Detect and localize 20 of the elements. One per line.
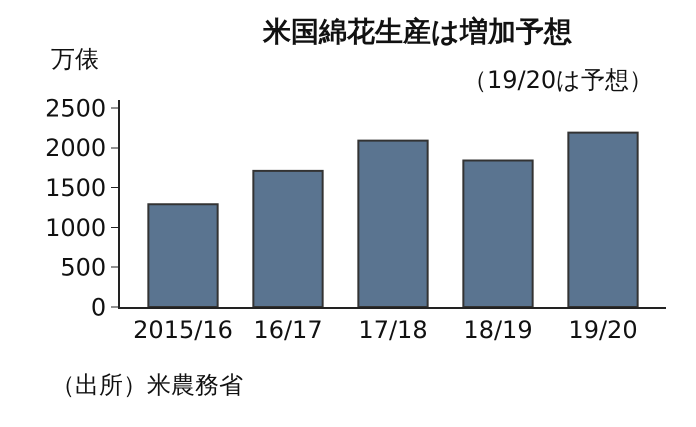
text: （出所）米農務省 <box>51 371 243 399</box>
y-tick-label: 1500 <box>45 174 106 202</box>
bar <box>462 160 534 307</box>
x-tick-label: 2015/16 <box>133 316 233 344</box>
bar <box>252 170 324 307</box>
x-tick-label: 16/17 <box>253 316 323 344</box>
bar <box>567 132 639 307</box>
chart-subtitle: （19/20は予想） <box>463 66 654 94</box>
y-tick-label: 2500 <box>45 94 106 122</box>
y-tick-label: 0 <box>90 293 106 322</box>
bar <box>147 203 219 307</box>
bar <box>357 140 429 307</box>
y-tick-label: 2000 <box>45 134 106 162</box>
x-tick-label: 18/19 <box>463 316 533 344</box>
chart-title: 米国綿花生産は増加予想 <box>262 14 572 48</box>
x-tick-label: 19/20 <box>568 316 638 344</box>
y-tick-label: 500 <box>60 254 106 282</box>
y-tick-label: 1000 <box>45 214 106 242</box>
y-axis-title: 万俵 <box>51 45 99 73</box>
x-tick-label: 17/18 <box>358 316 428 344</box>
